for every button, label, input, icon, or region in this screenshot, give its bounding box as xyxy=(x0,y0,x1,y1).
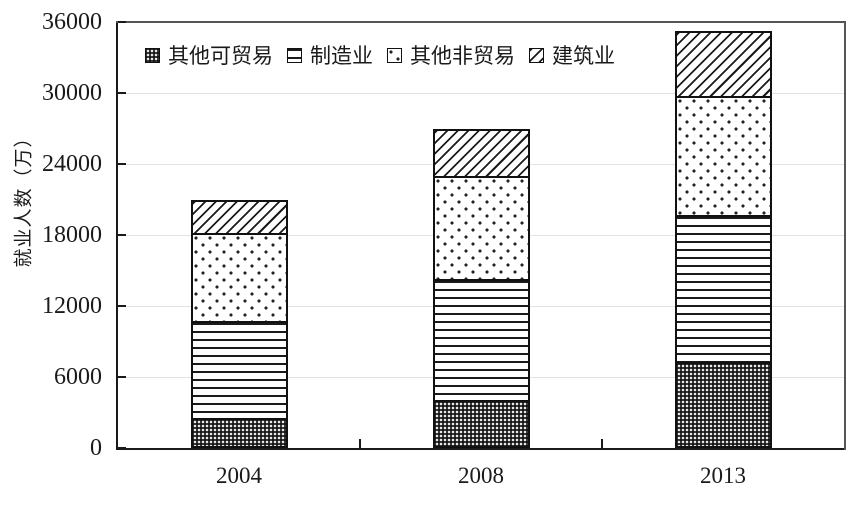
legend-swatch-dense-dark xyxy=(145,47,160,63)
x-tick-mark xyxy=(601,439,603,448)
x-axis-line xyxy=(116,448,846,450)
y-tick-label: 12000 xyxy=(42,293,102,319)
y-tick-label: 36000 xyxy=(42,9,102,35)
y-tick-mark xyxy=(118,21,126,23)
y-axis-title: 就业人数（万） xyxy=(13,127,35,268)
y-tick-label: 6000 xyxy=(54,364,102,390)
legend-swatch-hatch xyxy=(529,47,544,63)
plot-right-border xyxy=(844,21,846,450)
x-tick-label: 2008 xyxy=(458,463,504,488)
bar-segment xyxy=(434,278,528,401)
legend-label: 其他可贸易 xyxy=(168,44,273,68)
legend-item: 其他非贸易 xyxy=(387,40,515,70)
legend-label: 制造业 xyxy=(310,44,373,68)
bar-segment xyxy=(676,95,770,216)
legend: 其他可贸易 制造业 其他非贸易 建筑业 xyxy=(145,40,615,70)
y-axis-line xyxy=(116,21,118,450)
plot-top-border xyxy=(116,21,846,23)
y-tick-mark xyxy=(118,234,126,236)
y-tick-label: 24000 xyxy=(42,151,102,177)
legend-label: 其他非贸易 xyxy=(410,44,515,68)
bar-2008 xyxy=(432,128,530,448)
bar-2004 xyxy=(190,199,288,448)
bar-segment xyxy=(434,400,528,446)
gridline xyxy=(118,92,844,94)
legend-label: 建筑业 xyxy=(552,44,615,68)
legend-item: 制造业 xyxy=(287,40,373,70)
y-tick-label: 30000 xyxy=(42,80,102,106)
bar-segment xyxy=(676,361,770,446)
x-tick-label: 2013 xyxy=(700,463,746,488)
legend-swatch-dots xyxy=(387,47,402,63)
legend-item: 建筑业 xyxy=(529,40,615,70)
y-tick-mark xyxy=(118,92,126,94)
legend-item: 其他可贸易 xyxy=(145,40,273,70)
y-tick-label: 0 xyxy=(90,435,102,461)
bar-segment xyxy=(676,33,770,96)
bar-segment xyxy=(434,130,528,177)
plot-area: 其他可贸易 制造业 其他非贸易 建筑业 xyxy=(118,21,844,449)
bar-segment xyxy=(192,232,286,322)
y-tick-mark xyxy=(118,163,126,165)
bar-2013 xyxy=(674,31,772,448)
bar-segment xyxy=(192,418,286,446)
x-tick-label: 2004 xyxy=(216,463,262,488)
bar-segment xyxy=(192,201,286,233)
y-tick-label: 18000 xyxy=(42,222,102,248)
x-tick-mark xyxy=(359,439,361,448)
bar-segment xyxy=(434,176,528,279)
y-tick-mark xyxy=(118,376,126,378)
y-tick-mark xyxy=(118,447,126,449)
y-tick-mark xyxy=(118,305,126,307)
legend-swatch-hlines xyxy=(287,47,302,63)
bar-segment xyxy=(192,321,286,419)
bar-segment xyxy=(676,215,770,362)
